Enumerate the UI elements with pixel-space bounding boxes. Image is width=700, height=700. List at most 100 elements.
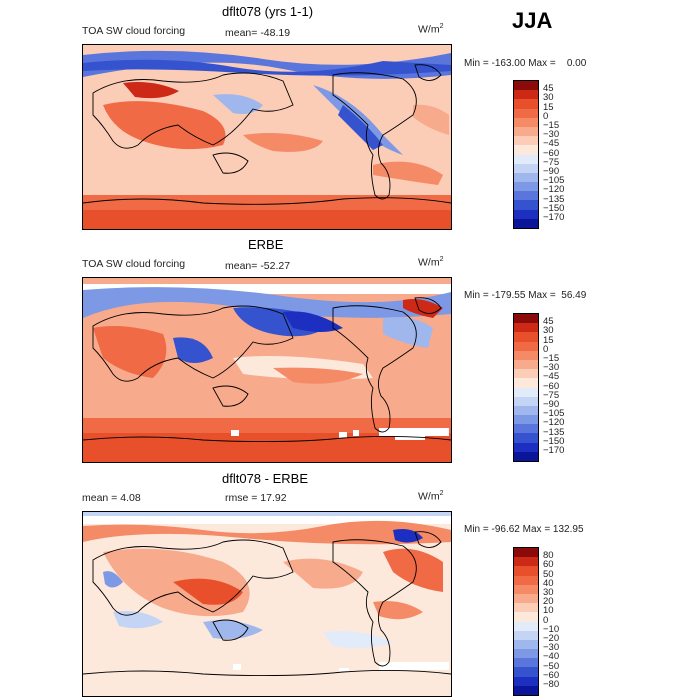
colorbar-tick-label: 30 <box>543 325 554 337</box>
colorbar-tick-label: −45 <box>543 371 560 383</box>
colorbar-cell <box>514 415 538 425</box>
panel-1-map <box>82 44 452 230</box>
colorbar-cell <box>514 639 538 650</box>
colorbar-tick-label: −45 <box>543 138 560 150</box>
colorbar-tick-label: −60 <box>543 147 560 159</box>
colorbar-cell <box>514 136 538 146</box>
colorbar-tick-label: −170 <box>543 445 565 456</box>
colorbar-cell <box>514 218 538 228</box>
colorbar-tick-label: −90 <box>543 166 560 177</box>
colorbar-cell <box>514 405 538 416</box>
colorbar-tick-label: −75 <box>543 389 560 401</box>
colorbar-cell <box>514 621 538 631</box>
colorbar-tick-label: −120 <box>543 184 565 196</box>
colorbar-cell <box>514 557 538 567</box>
colorbar-tick-label: 45 <box>543 316 554 328</box>
panel-1-minmax: Min = -163.00 Max = 0.00 <box>464 58 587 69</box>
colorbar-tick-label: 30 <box>543 92 554 104</box>
colorbar-tick-label: −80 <box>543 679 560 690</box>
colorbar-tick-label: −60 <box>543 380 560 392</box>
panel-3-units: W/m2 <box>418 490 444 503</box>
colorbar-cell <box>514 649 538 659</box>
panel-3-colorbar <box>513 547 539 696</box>
colorbar-cell <box>514 378 538 388</box>
colorbar-tick-label: −120 <box>543 417 565 429</box>
colorbar-tick-label: −105 <box>543 408 565 420</box>
colorbar-tick-label: 10 <box>543 605 554 617</box>
colorbar-cell <box>514 117 538 127</box>
panel-2-map-graphic <box>83 278 451 462</box>
colorbar-tick-label: −40 <box>543 651 560 663</box>
colorbar-tick-label: 50 <box>543 568 554 580</box>
panel-1-title: dflt078 (yrs 1-1) <box>222 4 314 19</box>
colorbar-tick-label: −150 <box>543 202 565 214</box>
colorbar-tick-label: −10 <box>543 623 560 635</box>
colorbar-cell <box>514 108 538 118</box>
panel-3-rmse: rmse = 17.92 <box>225 492 287 504</box>
colorbar-tick-label: −15 <box>543 120 560 131</box>
colorbar-cell <box>514 424 538 434</box>
colorbar-cell <box>514 658 538 668</box>
colorbar-tick-label: −150 <box>543 435 565 447</box>
colorbar-cell <box>514 548 538 558</box>
colorbar-tick-label: −30 <box>543 362 560 374</box>
colorbar-tick-label: 45 <box>543 83 554 95</box>
panel-2-minmax: Min = -179.55 Max = 56.49 <box>464 290 587 301</box>
panel-1-mean: mean= -48.19 <box>225 27 291 39</box>
colorbar-cell <box>514 182 538 192</box>
colorbar-cell <box>514 685 538 695</box>
colorbar-cell <box>514 323 538 333</box>
colorbar-tick-label: −135 <box>543 193 565 205</box>
colorbar-tick-label: −135 <box>543 426 565 438</box>
panel-2-units: W/m2 <box>418 256 444 269</box>
colorbar-cell <box>514 451 538 461</box>
colorbar-cell <box>514 584 538 594</box>
colorbar-tick-label: −30 <box>543 642 560 654</box>
colorbar-cell <box>514 442 538 452</box>
panel-1-map-graphic <box>83 45 451 229</box>
colorbar-cell <box>514 433 538 443</box>
colorbar-tick-label: −50 <box>543 660 560 672</box>
colorbar-cell <box>514 163 538 173</box>
colorbar-tick-label: 80 <box>543 550 554 562</box>
colorbar-tick-label: 30 <box>543 587 554 598</box>
colorbar-cell <box>514 126 538 137</box>
panel-3-title: dflt078 - ERBE <box>222 471 308 486</box>
panel-3-minmax: Min = -96.62 Max = 132.95 <box>464 524 584 535</box>
colorbar-tick-label: 0 <box>543 614 549 626</box>
colorbar-tick-label: 0 <box>543 110 549 122</box>
colorbar-cell <box>514 575 538 585</box>
colorbar-tick-label: −20 <box>543 633 560 644</box>
panel-3-mean: mean = 4.08 <box>82 492 141 504</box>
colorbar-tick-label: 15 <box>543 101 554 113</box>
colorbar-cell <box>514 200 538 210</box>
colorbar-cell <box>514 612 538 622</box>
panel-2-map <box>82 277 452 463</box>
colorbar-tick-label: 15 <box>543 334 554 346</box>
panel-2-mean: mean= -52.27 <box>225 260 291 272</box>
colorbar-cell <box>514 593 538 604</box>
season-label: JJA <box>512 8 553 33</box>
colorbar-cell <box>514 359 538 370</box>
colorbar-cell <box>514 99 538 109</box>
panel-1-units: W/m2 <box>418 23 444 36</box>
panel-2-title: ERBE <box>248 237 284 252</box>
panel-1-colorbar <box>513 80 539 229</box>
panel-3-map-graphic <box>83 512 451 696</box>
colorbar-cell <box>514 90 538 100</box>
colorbar-cell <box>514 172 538 183</box>
colorbar-cell <box>514 387 538 397</box>
colorbar-cell <box>514 314 538 324</box>
colorbar-cell <box>514 350 538 360</box>
colorbar-cell <box>514 341 538 351</box>
panel-3-map <box>82 511 452 697</box>
panel-2-colorbar <box>513 313 539 462</box>
colorbar-cell <box>514 369 538 379</box>
colorbar-tick-label: −30 <box>543 129 560 141</box>
colorbar-cell <box>514 154 538 164</box>
colorbar-cell <box>514 332 538 342</box>
panel-2-field: TOA SW cloud forcing <box>82 258 186 270</box>
colorbar-tick-label: −75 <box>543 156 560 168</box>
colorbar-cell <box>514 191 538 201</box>
colorbar-cell <box>514 209 538 219</box>
